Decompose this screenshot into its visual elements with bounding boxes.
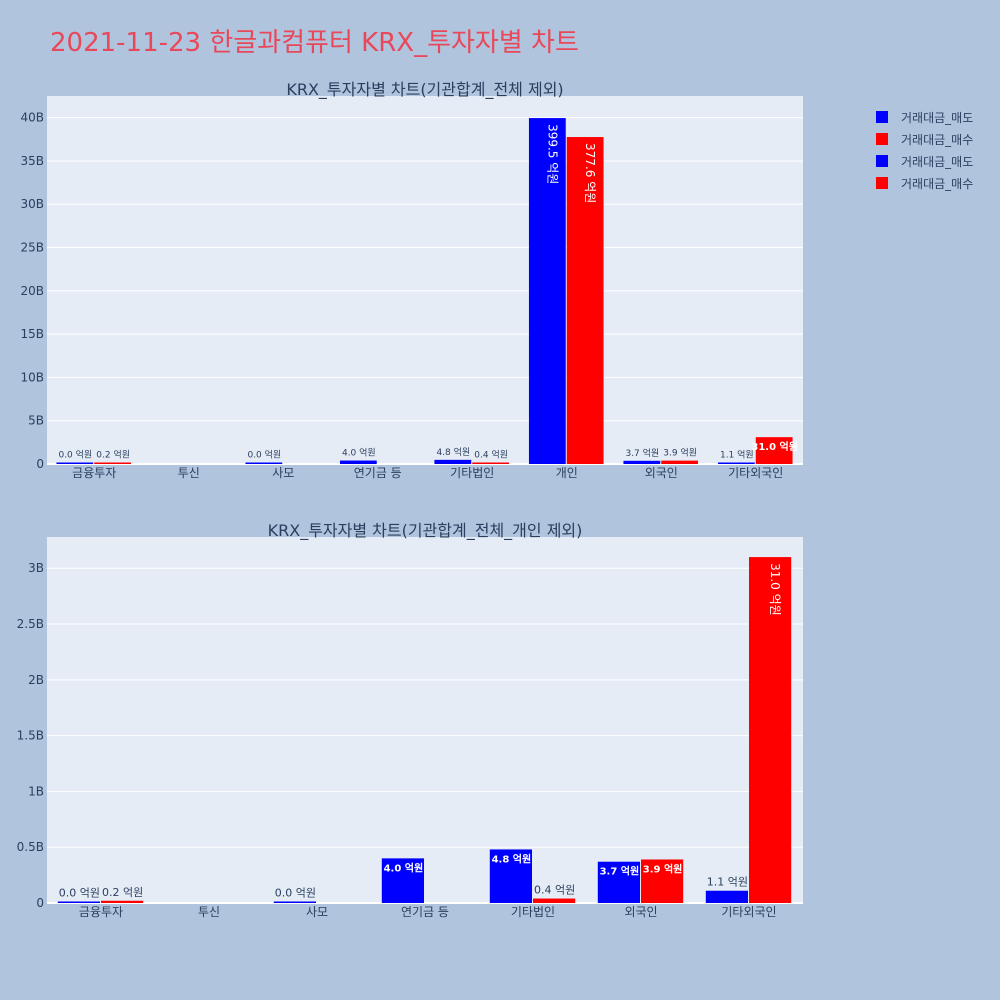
y-tick-label: 0 [36,896,44,910]
data-label: 0.0 억원 [58,449,92,461]
data-label: 377.6 억원 [583,143,597,203]
y-tick-label: 0 [36,457,44,471]
bar [472,462,510,464]
chart-top: 0 5B 10B 15B 20B 25B 30B 35B 40B 금융투자 투신 사모 연기금 등 기타법… [20,80,803,480]
legend-item[interactable]: 거래대금_매수 [876,172,973,194]
data-label: 0.0 억원 [247,449,281,461]
bar [641,859,684,903]
x-tick-label: 개인 [556,466,578,480]
data-label: 4.8 억원 [436,446,470,458]
data-label: 3.9 억원 [643,862,683,875]
data-label: 3.7 억원 [625,447,659,459]
x-tick-label: 기타외국인 [721,905,776,919]
chart-bottom: 0 0.5B 1B 1.5B 2B 2.5B 3B 금융투자 투신 사모 연기금 등 기타법인 외국인 기… [17,521,803,919]
chart-title: KRX_투자자별 차트(기관합계_전체_개인 제외) [268,521,583,541]
x-tick-label: 기타외국인 [728,466,783,480]
bar [705,890,748,903]
y-tick-label: 15B [20,327,44,341]
y-tick-label: 1.5B [17,729,44,743]
data-label: 0.4 억원 [534,884,575,897]
y-tick-label: 25B [20,241,44,255]
legend-item[interactable]: 거래대금_매도 [876,106,973,128]
legend-label: 거래대금_매수 [901,132,974,147]
bar [566,137,604,464]
data-label: 0.0 억원 [275,887,316,900]
data-label: 399.5 억원 [545,124,559,184]
bar [755,437,793,464]
bar [533,898,576,903]
data-label: 0.2 억원 [96,449,130,461]
legend-label: 거래대금_매도 [901,154,974,169]
data-label: 1.1 억원 [707,876,748,889]
x-tick-label: 투신 [178,466,200,480]
plot-area [47,537,803,903]
legend-swatch [876,133,888,145]
x-tick-label: 사모 [306,905,328,919]
bar [56,462,94,464]
y-tick-label: 3B [28,561,44,575]
chart-title: KRX_투자자별 차트(기관합계_전체 제외) [286,80,563,100]
x-tick-label: 연기금 등 [354,466,402,480]
bar [339,460,377,464]
plot-area [47,96,803,464]
bar [381,858,424,903]
x-tick-label: 기타법인 [511,905,555,919]
data-label: 3.7 억원 [600,865,640,878]
x-tick-label: 연기금 등 [401,905,449,919]
bar [57,901,100,903]
y-tick-label: 0.5B [17,840,44,854]
bar [273,901,316,903]
bar [528,118,566,464]
bar [434,459,472,464]
x-tick-label: 외국인 [624,905,657,919]
y-tick-label: 2.5B [17,617,44,631]
legend-swatch [876,111,888,123]
bar [597,861,640,903]
y-tick-label: 30B [20,197,44,211]
legend: 거래대금_매도 거래대금_매수 거래대금_매도 거래대금_매수 [876,106,973,194]
bar [661,460,699,464]
legend-item[interactable]: 거래대금_매도 [876,150,973,172]
data-label: 4.0 억원 [342,447,376,459]
bar [101,900,144,903]
data-label: 0.2 억원 [102,886,143,899]
bar [749,557,792,903]
data-label: 3.9 억원 [663,447,697,459]
bar [623,460,661,464]
bar [717,462,755,464]
x-tick-label: 외국인 [645,466,678,480]
data-label: 1.1 억원 [720,449,754,461]
data-label: 4.0 억원 [384,861,424,874]
data-label: 0.0 억원 [59,887,100,900]
page-title: 2021-11-23 한글과컴퓨터 KRX_투자자별 차트 [50,28,579,58]
x-tick-label: 금융투자 [79,905,123,919]
legend-item[interactable]: 거래대금_매수 [876,128,973,150]
data-label: 0.4 억원 [474,449,508,461]
x-tick-label: 기타법인 [450,466,494,480]
x-tick-label: 금융투자 [72,466,116,480]
x-tick-label: 투신 [198,905,220,919]
bar [94,462,132,464]
legend-label: 거래대금_매수 [901,176,974,191]
y-tick-label: 20B [20,284,44,298]
y-tick-label: 1B [28,784,44,798]
y-tick-label: 2B [28,673,44,687]
legend-label: 거래대금_매도 [901,110,974,125]
bar [245,462,283,464]
y-tick-label: 5B [28,414,44,428]
y-tick-label: 40B [20,111,44,125]
y-tick-label: 35B [20,154,44,168]
data-label: 31.0 억원 [768,563,782,616]
legend-swatch [876,155,888,167]
legend-swatch [876,177,888,189]
data-label: 31.0 억원 [751,440,798,453]
bar [489,849,532,903]
data-label: 4.8 억원 [492,852,532,865]
x-tick-label: 사모 [272,466,294,480]
y-tick-label: 10B [20,370,44,384]
